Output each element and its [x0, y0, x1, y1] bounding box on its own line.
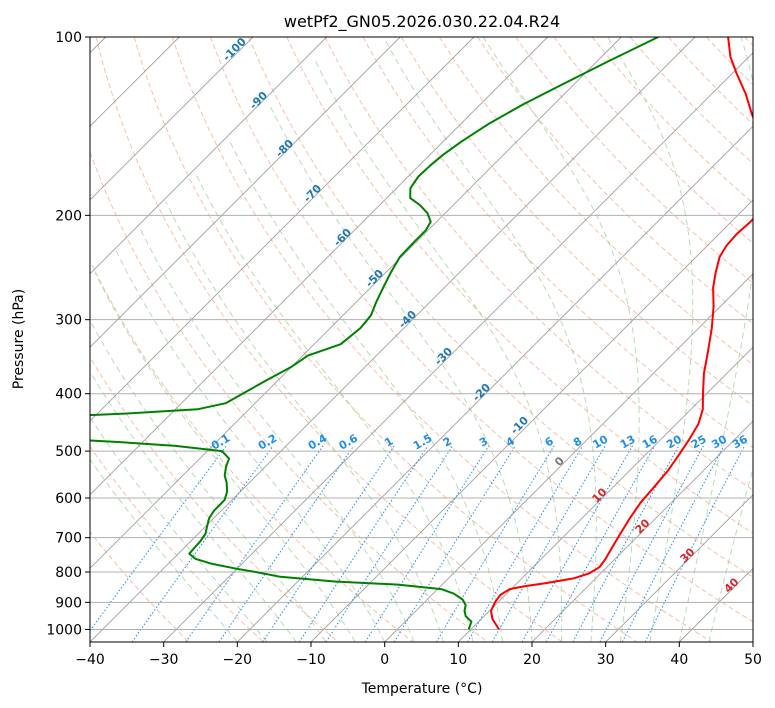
x-tick-label: 20 [523, 652, 541, 668]
isotherm [310, 199, 753, 642]
y-tick-label: 700 [55, 531, 82, 547]
y-tick-label: 900 [55, 595, 82, 611]
moist-adiabat [607, 37, 694, 642]
dry-adiabat [133, 37, 638, 642]
dry-adiabat [629, 37, 753, 165]
dry-adiabat [553, 37, 753, 244]
y-axis-label: Pressure (hPa) [11, 289, 27, 389]
y-tick-label: 500 [55, 444, 82, 460]
y-tick-label: 800 [55, 565, 82, 581]
isotherm [531, 420, 753, 642]
moist-adiabat [315, 61, 563, 642]
y-tick-label: 600 [55, 491, 82, 507]
y-tick-label: 300 [55, 313, 82, 329]
plot-frame [89, 36, 754, 643]
dry-adiabat [95, 37, 563, 642]
x-tick-label: −10 [296, 652, 326, 668]
x-tick-label: −20 [223, 652, 253, 668]
mixing-ratio-line [572, 445, 680, 642]
mixing-ratio-line [644, 445, 746, 642]
isotherm [90, 37, 696, 642]
x-tick-label: 10 [449, 652, 467, 668]
dry-adiabat [286, 37, 753, 534]
dry-adiabat [324, 37, 753, 491]
moist-adiabat [195, 173, 474, 642]
moist-adiabat [139, 227, 415, 642]
y-tick-label: 1000 [46, 622, 82, 638]
x-tick-label: 40 [670, 652, 688, 668]
mixing-ratio-line [491, 445, 606, 642]
isotherm [90, 37, 549, 496]
dry-adiabat [515, 37, 753, 284]
dry-adiabat [90, 259, 414, 642]
x-tick-label: −40 [75, 652, 105, 668]
profile-lines [90, 37, 753, 630]
y-axis-ticks: 100 200 300 400 500 600 700 800 900 1000 [46, 30, 90, 638]
mixing-ratio-line [325, 445, 454, 642]
x-tick-label: 0 [380, 652, 389, 668]
isotherm [90, 37, 401, 348]
y-tick-label: 100 [55, 30, 82, 46]
x-axis-ticks: −40 −30 −20 −10 0 10 20 30 40 50 [75, 642, 762, 668]
isotherm [163, 52, 753, 642]
chart-title: wetPf2_GN05.2026.030.22.04.R24 [284, 12, 560, 32]
dry-adiabat [171, 37, 712, 642]
isotherm [236, 125, 753, 642]
dry-adiabat [90, 356, 339, 642]
mixing-ratio-line [521, 445, 633, 642]
moist-adiabat [482, 37, 640, 642]
isotherm [90, 37, 328, 275]
moist-adiabat [94, 272, 356, 642]
moist-adiabat [115, 251, 386, 642]
mixing-ratio-line [545, 445, 656, 642]
dry-adiabat [400, 37, 753, 407]
mixing-ratio-line [298, 445, 429, 642]
mixing-ratio-line [131, 445, 274, 642]
plot-background [90, 37, 753, 642]
dry-adiabat [248, 37, 753, 578]
isotherm [457, 346, 753, 642]
x-tick-label: 30 [597, 652, 615, 668]
dewpoint-profile [90, 37, 659, 630]
mixing-ratio-line [185, 445, 324, 642]
dry-adiabat [90, 445, 264, 642]
moist-adiabat [708, 466, 753, 642]
isotherm [752, 641, 753, 642]
moist-adiabat [165, 201, 445, 642]
mixing-ratio-line [262, 445, 395, 642]
temperature-profile [490, 37, 753, 630]
dry-adiabat [438, 37, 753, 366]
isotherm [384, 273, 753, 642]
moist-adiabat [678, 37, 753, 642]
y-tick-label: 200 [55, 208, 82, 224]
y-tick-label: 400 [55, 387, 82, 403]
x-tick-label: 50 [744, 652, 762, 668]
mixing-ratio-line [393, 445, 516, 642]
mixing-ratio-line [467, 445, 584, 642]
x-axis-label: Temperature (°C) [361, 681, 483, 697]
mixing-ratio-line [90, 445, 227, 632]
moist-adiabat [383, 37, 597, 642]
mixing-ratio-line [435, 445, 555, 642]
isotherm [90, 37, 622, 569]
isotherm [90, 37, 254, 201]
x-tick-label: −30 [149, 652, 179, 668]
line-labels: -100-90-80-70-60-50-40-30-20-10010203040… [209, 37, 750, 596]
isotherm [605, 494, 753, 642]
mixing-ratio-line [218, 445, 355, 642]
dry-adiabat [210, 37, 753, 623]
mixing-ratio-line [364, 445, 490, 642]
moist-adiabat [268, 104, 533, 642]
pressure-gridlines [90, 37, 753, 630]
isotherm [90, 37, 475, 422]
moist-adiabat [90, 458, 238, 642]
